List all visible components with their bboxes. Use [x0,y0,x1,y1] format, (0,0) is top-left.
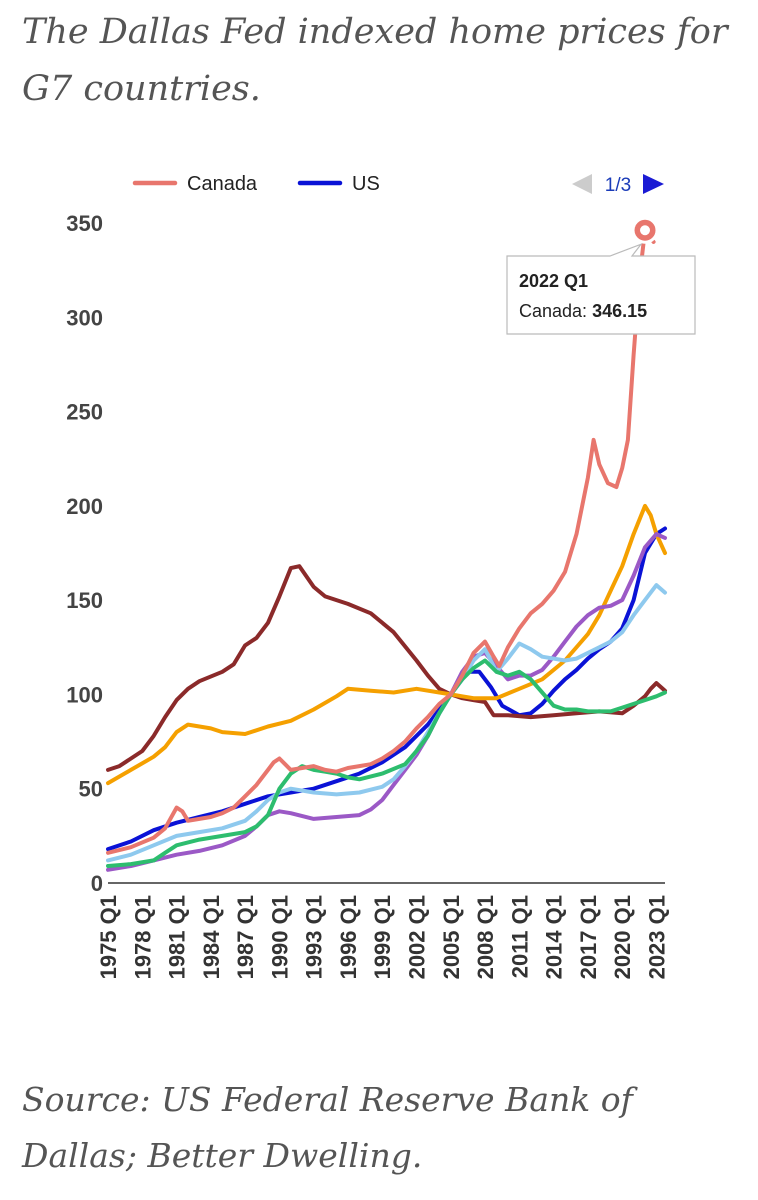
tooltip-value-line: Canada: 346.15 [519,301,647,321]
y-tick-label: 100 [66,682,103,707]
series-line-italy [106,658,667,868]
tooltip-period: 2022 Q1 [519,271,588,291]
legend-label: US [352,173,380,195]
x-tick-label: 1975 Q1 [96,895,121,979]
legend-item-canada[interactable]: Canada [132,173,258,195]
x-tick-label: 1990 Q1 [267,895,292,979]
tooltip-value: 346.15 [592,301,647,321]
series-line-germany [106,564,667,772]
x-tick-label: 1987 Q1 [233,895,258,979]
y-tick-label: 0 [91,871,103,896]
x-tick-label: 1993 Q1 [302,895,327,979]
x-tick-label: 2023 Q1 [644,895,669,979]
x-tick-label: 2002 Q1 [404,895,429,979]
legend-prev-page-icon[interactable] [572,174,592,194]
y-tick-label: 200 [66,494,103,519]
x-tick-label: 2014 Q1 [542,895,567,979]
series-layer [106,228,667,872]
legend-page-indicator: 1/3 [605,175,631,196]
tooltip: 2022 Q1 Canada: 346.15 [506,216,696,335]
y-tick-label: 300 [66,305,103,330]
line-chart: 0 50 100 150 200 250 300 350 1975 Q1 1978 Q1 1981… [66,173,696,979]
tooltip-series-name: Canada: [519,301,592,321]
y-tick-label: 150 [66,588,103,613]
legend-next-page-icon[interactable] [643,174,664,194]
source-caption: Source: US Federal Reserve Bank of Dalla… [22,1080,633,1175]
legend-item-us[interactable]: US [297,173,380,195]
y-tick-label: 50 [79,777,103,802]
x-tick-label: 2017 Q1 [576,895,601,979]
y-tick-label: 350 [66,211,103,236]
y-tick-label: 250 [66,400,103,425]
tooltip-marker-dot [640,225,651,236]
x-tick-label: 2008 Q1 [473,895,498,979]
series-line-canada [106,228,656,855]
x-tick-label: 1996 Q1 [336,895,361,979]
headline: The Dallas Fed indexed home prices for G… [22,12,728,109]
x-tick-label: 2020 Q1 [610,895,635,979]
x-tick-label: 1999 Q1 [370,895,395,979]
legend: Canada US 1/3 [132,173,664,196]
series-line-japan [106,503,667,786]
tooltip-box [506,242,696,335]
legend-label: Canada [187,173,258,195]
x-axis: 1975 Q1 1978 Q1 1981 Q1 1984 Q1 1987 Q1 1990 … [96,895,669,979]
x-tick-label: 1981 Q1 [165,895,190,979]
x-tick-label: 1984 Q1 [199,895,224,979]
x-tick-label: 2011 Q1 [507,895,532,978]
x-tick-label: 2005 Q1 [439,895,464,979]
x-tick-label: 1978 Q1 [130,895,155,979]
y-axis: 0 50 100 150 200 250 300 350 [66,211,103,896]
